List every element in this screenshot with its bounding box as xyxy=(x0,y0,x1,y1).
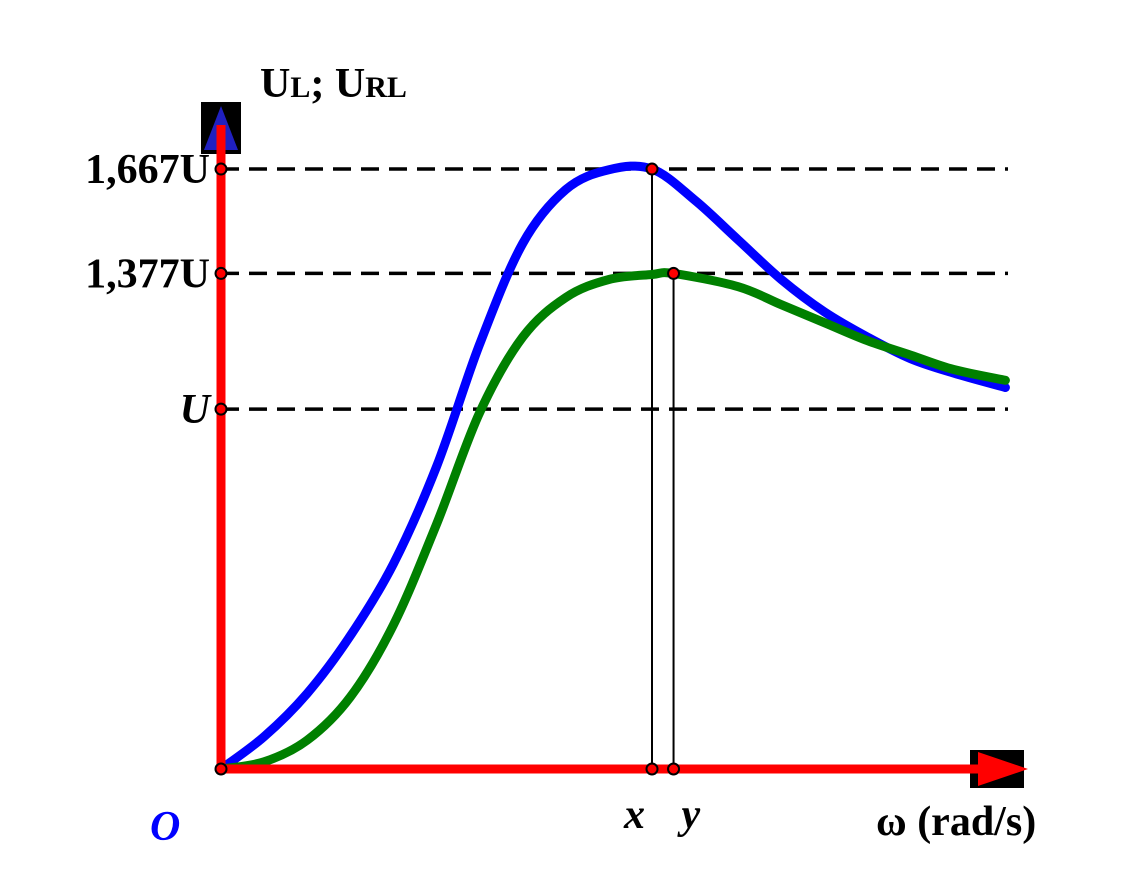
markers xyxy=(214,162,681,776)
x-axis-title: ω (rad/s) xyxy=(876,799,1036,845)
y-tick-marker-2 xyxy=(214,402,228,416)
labels: UL; URL ω (rad/s) O 1,667U 1,377U Ux y xyxy=(85,61,1036,850)
y-tick-marker-0 xyxy=(214,162,228,176)
peak-marker-0 xyxy=(645,162,659,176)
x-axis-arrow-head xyxy=(978,752,1028,786)
origin-label: O xyxy=(150,804,180,850)
series-line-1 xyxy=(216,268,1010,774)
x-tick-label-1: y xyxy=(677,792,701,838)
y-tick-label-2: U xyxy=(180,387,213,433)
guide-lines xyxy=(221,167,1008,769)
y-tick-label-1: 1,377U xyxy=(85,251,210,297)
x-tick-marker-1 xyxy=(667,762,681,776)
series-lines xyxy=(216,161,1010,774)
x-tick-label-0: x xyxy=(623,792,645,838)
y-tick-label-0: 1,667U xyxy=(85,147,210,193)
x-tick-marker-0 xyxy=(645,762,659,776)
y-tick-marker-1 xyxy=(214,266,228,280)
y-axis-title: UL; URL xyxy=(260,61,407,107)
axes xyxy=(201,102,1028,788)
peak-marker-1 xyxy=(667,266,681,280)
origin-marker xyxy=(214,762,228,776)
series-line-0 xyxy=(216,161,1010,774)
